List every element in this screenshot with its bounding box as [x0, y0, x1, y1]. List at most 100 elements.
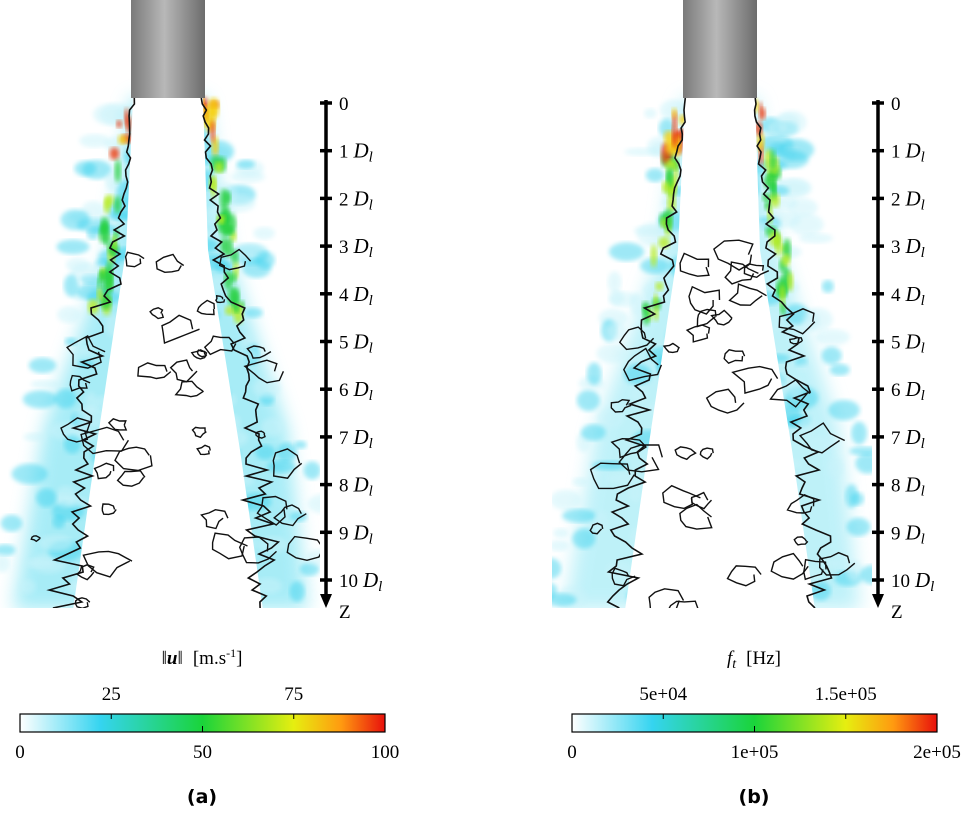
spray-blob [70, 263, 103, 280]
spray-blob [846, 517, 871, 537]
shear-streak [770, 193, 780, 208]
spray-blob [260, 417, 285, 437]
axis-tick-label: 10 Dl [891, 568, 934, 595]
shear-streak [671, 107, 677, 119]
spray-blob [572, 528, 596, 549]
droplet-contour [818, 551, 856, 576]
colorbar-tick-label: 0 [15, 742, 25, 763]
droplet-contour [116, 470, 146, 487]
spray-blob [851, 421, 867, 445]
spray-blob [54, 389, 77, 409]
axis-tick-label: 2 Dl [339, 186, 373, 213]
spray-blob [552, 558, 562, 579]
droplet-contour [196, 444, 211, 456]
shear-streak [114, 195, 121, 214]
spray-blob [829, 363, 850, 376]
shear-streak [124, 108, 130, 127]
spray-blob [231, 170, 266, 183]
shear-streak [772, 176, 777, 199]
droplet-contour [246, 345, 272, 359]
axis-tick-label: 9 Dl [891, 520, 925, 547]
colorbar-tick-label: 5e+04 [639, 684, 687, 705]
colorbar-tick-label: 2e+05 [913, 742, 961, 763]
axis-tick-label: 1 Dl [891, 139, 925, 166]
spray-blob [586, 362, 602, 386]
droplet-contour [623, 347, 663, 382]
droplet-contour [618, 444, 663, 473]
shear-streak [787, 271, 794, 292]
droplet-contour [114, 446, 153, 472]
shear-streak [660, 217, 667, 229]
shear-streak [98, 224, 109, 244]
droplet-contour [793, 536, 809, 546]
droplet-contour [589, 522, 604, 535]
droplet-contour [211, 532, 248, 560]
axis-tick-label: 3 Dl [339, 234, 373, 261]
spray-blob [778, 138, 815, 161]
spray-blob [596, 343, 628, 364]
spray-blob [821, 279, 834, 293]
axis-tick-label: 2 Dl [891, 186, 925, 213]
droplet-contour [215, 294, 226, 304]
shear-streak [96, 278, 102, 288]
spray-blob [797, 416, 816, 440]
jet-image [0, 95, 320, 608]
shear-streak [655, 281, 664, 291]
spray-blob [267, 460, 296, 473]
spray-blob [23, 558, 57, 568]
axis-tick-label: 0 [339, 94, 349, 115]
spray-blob [789, 213, 824, 236]
droplet-contour [30, 535, 41, 543]
spray-blob [846, 559, 863, 582]
spray-blob [28, 357, 57, 374]
shear-streak [114, 159, 121, 183]
droplet-contour [648, 588, 685, 608]
spray-blob [850, 492, 865, 506]
nozzle [683, 0, 757, 98]
spray-blob [802, 307, 833, 332]
shear-streak [653, 305, 659, 322]
axis-label: Z [339, 602, 351, 623]
shear-streak [210, 120, 216, 143]
shear-streak [650, 244, 657, 268]
axis-tick-label: 9 Dl [339, 520, 373, 547]
shear-streak [760, 107, 766, 120]
spray-blob [63, 274, 79, 297]
caption: (a) [187, 786, 217, 808]
axis-tick-label: 6 Dl [891, 377, 925, 404]
droplet-contour [726, 565, 762, 587]
spray-blob [303, 461, 320, 480]
droplet-contour [174, 380, 204, 398]
shear-streak [223, 237, 233, 258]
spray-blob [38, 534, 73, 552]
droplet-contour [93, 462, 115, 480]
liquid-core [625, 98, 815, 608]
spray-blob [255, 444, 276, 460]
droplet-contour [589, 462, 635, 490]
spray-blob [277, 442, 297, 463]
spray-blob [606, 321, 626, 341]
interface-contour [753, 97, 833, 608]
spray-blob [64, 337, 77, 346]
droplet-contour [196, 349, 208, 358]
droplet-contour [238, 536, 277, 564]
droplet-contour [618, 326, 655, 351]
axis-arrow [872, 594, 884, 608]
spray-blob [605, 472, 640, 485]
droplet-contour [662, 342, 681, 354]
droplet-contour [770, 552, 809, 580]
shear-streak [234, 304, 240, 314]
shear-streak [104, 194, 114, 207]
spray-blob [630, 292, 643, 316]
spray-blob [0, 553, 10, 573]
spray-blob [552, 540, 569, 552]
colorbar-title: ft [Hz] [727, 648, 781, 672]
spray-blob [816, 558, 842, 568]
droplet-contour [74, 597, 91, 608]
spray-blob [594, 510, 610, 532]
axis-tick-label: 5 Dl [339, 330, 373, 357]
droplet-contour [696, 308, 717, 328]
shear-streak [653, 292, 658, 306]
shear-streak [216, 215, 227, 225]
